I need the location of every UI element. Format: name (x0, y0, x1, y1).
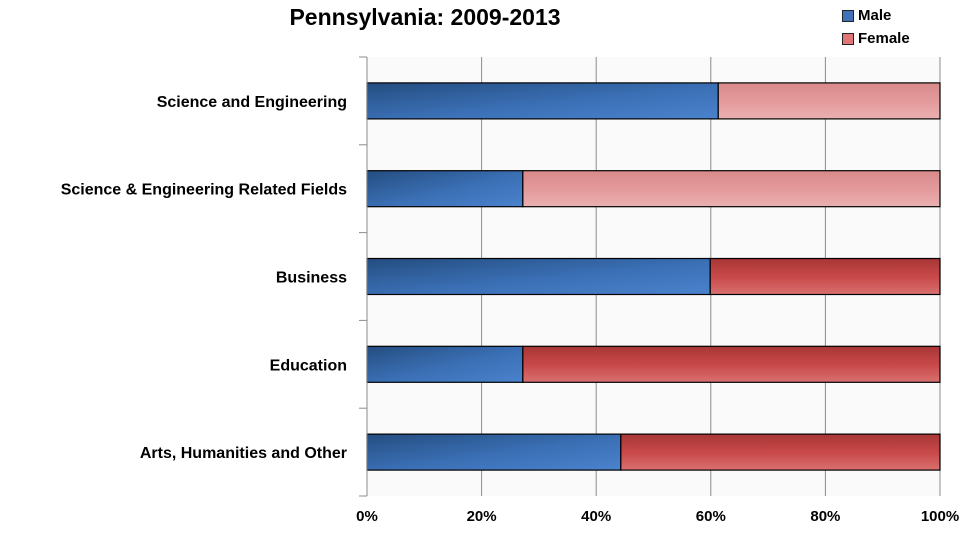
legend-swatch-female (842, 32, 854, 45)
category-label: Science & Engineering Related Fields (61, 182, 347, 199)
bar-male-1 (366, 82, 719, 120)
bar-female-5 (620, 433, 941, 471)
bar-male-5 (366, 433, 622, 471)
bar-female-2 (522, 170, 941, 208)
legend-item-male: Male (842, 4, 910, 27)
x-tick-label: 20% (467, 508, 497, 525)
category-label: Science and Engineering (157, 94, 347, 111)
bar-female-3 (709, 257, 941, 296)
legend-label-male: Male (858, 7, 892, 24)
category-label: Arts, Humanities and Other (140, 445, 347, 462)
x-tick-label: 80% (810, 508, 840, 525)
bar-male-4 (366, 345, 524, 383)
x-tick-label: 0% (356, 508, 378, 525)
legend-swatch-male (842, 9, 854, 22)
bar-male-2 (366, 170, 524, 208)
category-label: Business (276, 270, 347, 287)
x-tick-label: 60% (696, 508, 726, 525)
bar-female-1 (717, 82, 941, 120)
category-label: Education (270, 357, 347, 374)
x-tick-label: 40% (581, 508, 611, 525)
chart-title: Pennsylvania: 2009-2013 (289, 4, 561, 30)
bar-female-4 (522, 345, 941, 383)
bar-male-3 (366, 257, 711, 296)
legend-item-female: Female (842, 27, 910, 50)
legend: Male Female (842, 4, 910, 50)
x-tick-label: 100% (921, 508, 959, 525)
legend-label-female: Female (858, 30, 910, 47)
